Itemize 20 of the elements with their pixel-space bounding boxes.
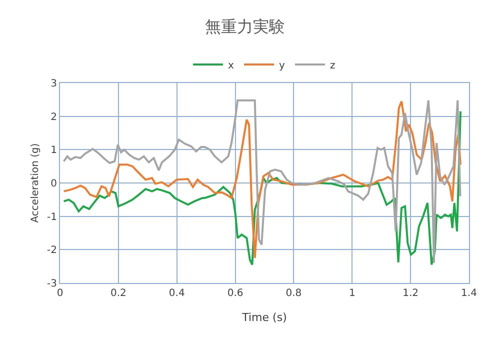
x-tick-label: 0.2 — [110, 288, 126, 299]
x-axis-title: Time (s) — [241, 311, 287, 324]
legend-label: z — [330, 60, 336, 72]
x-tick-label: 0.8 — [286, 288, 302, 299]
y-tick-label: -3 — [47, 278, 57, 290]
legend-label: x — [228, 60, 234, 72]
chart-title: 無重力実験 — [205, 16, 285, 36]
legend-label: y — [279, 60, 285, 72]
y-tick-label: -1 — [47, 212, 57, 223]
x-tick-label: 1.2 — [402, 288, 419, 299]
y-tick-label: 2 — [50, 112, 57, 123]
y-tick-label: 0 — [50, 178, 57, 190]
x-tick-label: 1 — [348, 288, 356, 299]
y-axis-title: Acceleration (g) — [30, 143, 42, 223]
x-tick-label: 0.4 — [168, 288, 185, 299]
y-tick-label: -2 — [47, 245, 57, 256]
y-tick-label: 1 — [50, 145, 57, 156]
x-tick-label: 1.4 — [461, 288, 477, 299]
x-tick-label: 0.6 — [227, 288, 244, 299]
y-tick-label: 3 — [50, 78, 57, 90]
